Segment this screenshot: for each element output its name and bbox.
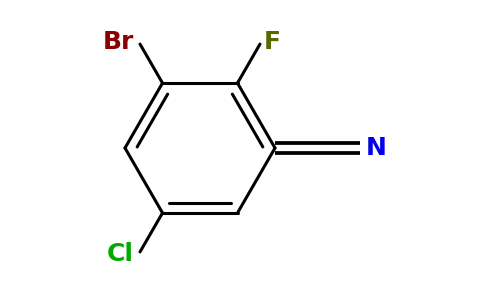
Text: N: N — [366, 136, 387, 160]
Text: F: F — [264, 30, 281, 54]
Text: Br: Br — [103, 30, 134, 54]
Text: Cl: Cl — [107, 242, 134, 266]
